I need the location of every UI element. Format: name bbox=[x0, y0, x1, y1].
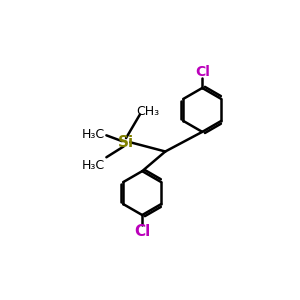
Text: CH₃: CH₃ bbox=[136, 105, 160, 118]
Text: Cl: Cl bbox=[195, 65, 210, 79]
Text: H₃C: H₃C bbox=[82, 128, 105, 141]
Text: H₃C: H₃C bbox=[82, 159, 105, 172]
Text: Cl: Cl bbox=[134, 224, 150, 239]
Text: Si: Si bbox=[118, 135, 134, 150]
